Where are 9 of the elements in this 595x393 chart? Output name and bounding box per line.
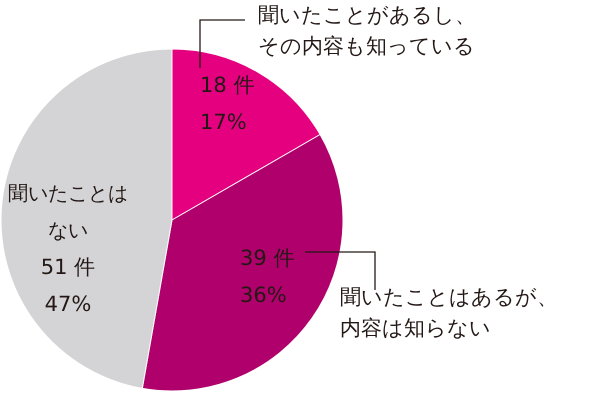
text: 47% [44,292,92,316]
text: 17% [200,110,247,134]
slice-label: 聞いたことはない [8,181,128,242]
slice-label: 聞いたことはあるが、内容は知らない [340,285,558,340]
slice-label: 聞いたことがあるし、その内容も知っている [258,3,476,58]
data-label: 39 件 [240,246,294,270]
data-label: 18 件 [200,73,254,97]
data-label: 51 件 [40,255,96,279]
text: 36% [240,283,287,307]
